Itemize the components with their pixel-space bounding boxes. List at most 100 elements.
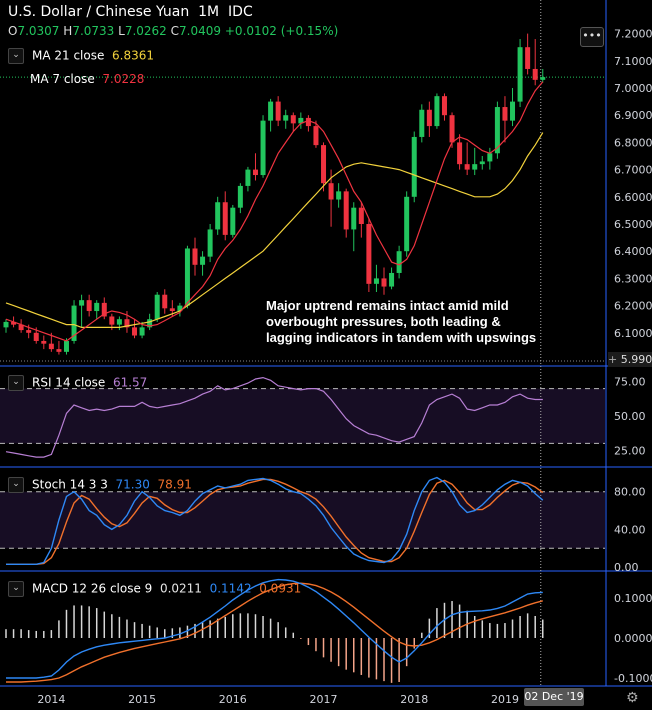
rsi-label: RSI 14 close bbox=[32, 375, 106, 390]
stoch-d-line bbox=[6, 478, 544, 565]
candle-body bbox=[404, 196, 410, 252]
candle-body bbox=[124, 319, 130, 328]
ma21-label: MA 21 close bbox=[32, 48, 105, 63]
candle-body bbox=[321, 145, 327, 184]
chevron-down-icon[interactable]: ⌄ bbox=[8, 375, 24, 391]
candle-body bbox=[48, 343, 54, 350]
candle-body bbox=[517, 47, 523, 102]
low-value: 7.0262 bbox=[124, 24, 167, 38]
candle-body bbox=[207, 229, 213, 257]
candle-body bbox=[540, 77, 546, 80]
plus-icon: + bbox=[608, 353, 618, 366]
candle-body bbox=[11, 321, 17, 325]
stoch-tick-label: 40.00 bbox=[614, 523, 646, 536]
x-tick-label: 2016 bbox=[219, 693, 247, 706]
annotation-text: Major uptrend remains intact amid mild o… bbox=[266, 298, 536, 346]
x-tick-label: 2019 bbox=[491, 693, 519, 706]
price-tick-label: 6.1000 bbox=[614, 327, 652, 340]
gear-icon[interactable]: ⚙ bbox=[626, 690, 639, 706]
high-value: 7.0733 bbox=[72, 24, 115, 38]
candle-body bbox=[215, 202, 221, 230]
candle-body bbox=[336, 191, 342, 200]
legend-ma7[interactable]: MA 7 close 7.0228 bbox=[30, 72, 144, 86]
chevron-down-icon[interactable]: ⌄ bbox=[8, 477, 24, 493]
candle-body bbox=[222, 202, 228, 235]
symbol-name: U.S. Dollar / Chinese Yuan bbox=[8, 4, 190, 20]
macd-tick-label: 0.1000 bbox=[614, 592, 652, 605]
open-value: 7.0307 bbox=[17, 24, 60, 38]
stoch-tick-label: 80.00 bbox=[614, 486, 646, 499]
legend-ma21[interactable]: ⌄ MA 21 close 6.8361 bbox=[8, 48, 154, 64]
high-label: H bbox=[63, 24, 73, 38]
candle-body bbox=[154, 294, 160, 320]
stoch-d-value: 78.91 bbox=[157, 477, 192, 492]
candle-body bbox=[434, 96, 440, 127]
candle-body bbox=[109, 316, 115, 325]
candle-body bbox=[328, 183, 334, 200]
interval-label[interactable]: 1M bbox=[198, 4, 220, 20]
stoch-label: Stoch 14 3 3 bbox=[32, 477, 108, 492]
change-value: +0.0102 (+0.15%) bbox=[224, 24, 339, 38]
symbol-title: U.S. Dollar / Chinese Yuan 1M IDC bbox=[8, 4, 253, 20]
rsi-tick-label: 25.00 bbox=[614, 444, 646, 457]
macd-tick-label: -0.1000 bbox=[614, 672, 652, 685]
chevron-down-icon[interactable]: ⌄ bbox=[8, 48, 24, 64]
candle-body bbox=[479, 161, 485, 165]
candle-body bbox=[494, 107, 500, 154]
candle-body bbox=[230, 207, 236, 235]
candle-body bbox=[313, 126, 319, 146]
legend-macd[interactable]: ⌄ MACD 12 26 close 9 0.0211 0.1142 0.0931 bbox=[8, 581, 301, 597]
candle-body bbox=[532, 68, 538, 80]
candle-body bbox=[298, 117, 304, 124]
candle-body bbox=[411, 136, 417, 197]
rsi-value: 61.57 bbox=[112, 375, 148, 390]
candle-body bbox=[373, 278, 379, 284]
more-options-button[interactable]: ••• bbox=[580, 27, 604, 47]
annotation-line: Major uptrend remains intact amid mild bbox=[266, 298, 509, 313]
candle-body bbox=[237, 185, 243, 208]
price-tick-label: 6.7000 bbox=[614, 164, 652, 177]
candle-body bbox=[449, 115, 455, 143]
stoch-tick-label: 0.00 bbox=[614, 561, 639, 574]
candle-body bbox=[245, 169, 251, 186]
candle-body bbox=[457, 142, 463, 165]
candle-body bbox=[86, 300, 92, 312]
price-tick-label: 7.1000 bbox=[614, 55, 652, 68]
candle-body bbox=[101, 302, 107, 317]
price-tick-label: 6.3000 bbox=[614, 272, 652, 285]
stoch-k-value: 71.30 bbox=[115, 477, 150, 492]
candle-body bbox=[41, 340, 47, 344]
candle-body bbox=[18, 324, 24, 331]
rsi-band bbox=[0, 388, 605, 444]
candle-body bbox=[162, 294, 168, 309]
stoch-k-line bbox=[6, 476, 544, 565]
candle-body bbox=[33, 332, 39, 341]
candle-body bbox=[441, 96, 447, 116]
legend-rsi[interactable]: ⌄ RSI 14 close 61.57 bbox=[8, 375, 147, 391]
crosshair-price-label: + 5.9903 bbox=[608, 352, 652, 367]
chevron-down-icon[interactable]: ⌄ bbox=[8, 581, 24, 597]
candle-body bbox=[487, 153, 493, 162]
close-value: 7.0409 bbox=[179, 24, 222, 38]
legend-stoch[interactable]: ⌄ Stoch 14 3 3 71.30 78.91 bbox=[8, 477, 192, 493]
x-tick-label: 2017 bbox=[310, 693, 338, 706]
candle-body bbox=[396, 251, 402, 273]
candle-body bbox=[169, 308, 175, 312]
candle-body bbox=[260, 120, 266, 176]
source-label: IDC bbox=[228, 4, 253, 20]
candle-body bbox=[381, 278, 387, 287]
ma7-value: 7.0228 bbox=[102, 72, 145, 86]
candle-body bbox=[132, 327, 138, 336]
x-tick-label: 2014 bbox=[37, 693, 65, 706]
candle-body bbox=[200, 256, 206, 265]
x-tick-label: 2015 bbox=[128, 693, 156, 706]
ma7-line bbox=[5, 81, 544, 342]
candle-body bbox=[268, 101, 274, 121]
macd-line bbox=[6, 578, 543, 679]
low-label: L bbox=[118, 24, 125, 38]
candle-body bbox=[139, 327, 145, 336]
rsi-tick-label: 50.00 bbox=[614, 410, 646, 423]
candle-body bbox=[389, 272, 395, 287]
candle-body bbox=[305, 117, 311, 127]
